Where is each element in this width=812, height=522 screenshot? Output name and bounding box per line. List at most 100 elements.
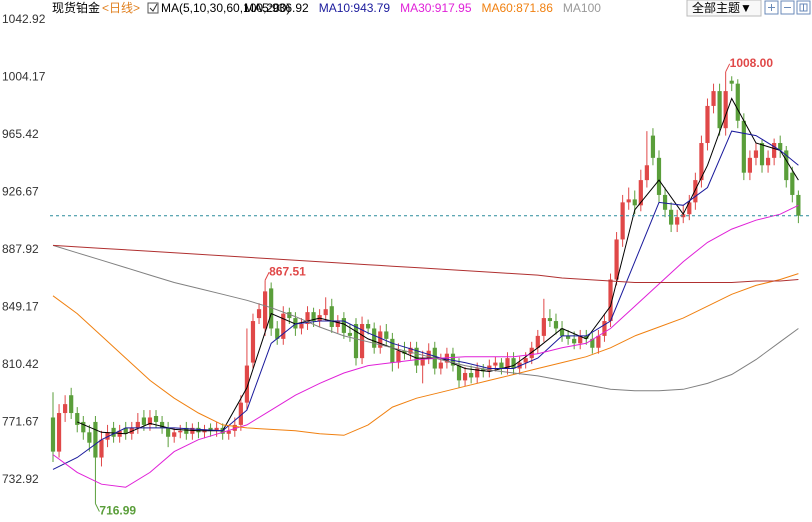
fullscreen-icon xyxy=(799,3,808,12)
period: <日线> xyxy=(102,1,140,15)
candle-body xyxy=(469,372,474,378)
candle-body xyxy=(178,430,183,433)
candle-body xyxy=(481,368,486,372)
zoom-in-icon xyxy=(768,4,775,11)
candle-body xyxy=(153,415,159,422)
candle-body xyxy=(578,335,583,344)
candle-body xyxy=(493,362,498,366)
indicator-icon[interactable] xyxy=(147,2,159,14)
candle-body xyxy=(50,417,56,452)
candle-body xyxy=(687,202,692,215)
candle-body xyxy=(250,321,256,363)
candle-body xyxy=(596,335,601,348)
candle-body xyxy=(638,180,643,206)
candle-body xyxy=(475,368,480,378)
candle-body xyxy=(166,427,171,437)
candle-body xyxy=(311,312,316,322)
legend-entry: MA5:936.92 xyxy=(244,1,309,15)
candle-body xyxy=(723,91,728,129)
candle-body xyxy=(656,157,662,195)
candle-body xyxy=(123,427,128,434)
candle-body xyxy=(705,105,710,144)
candle-body xyxy=(729,80,734,84)
theme-button[interactable] xyxy=(686,0,762,17)
candle-body xyxy=(305,312,310,325)
candle-body xyxy=(456,365,462,381)
y-tick-label: 810.42 xyxy=(2,357,39,371)
legend-entry: MA100 xyxy=(563,1,601,15)
candle-body xyxy=(141,417,146,425)
y-tick-label: 732.92 xyxy=(2,472,39,486)
candle-body xyxy=(226,430,231,434)
annotation-leader xyxy=(94,503,100,512)
candle-body xyxy=(699,143,704,181)
candle-body xyxy=(772,143,777,158)
candle-body xyxy=(626,199,631,203)
annotation-leader xyxy=(725,63,731,73)
candle-body xyxy=(378,331,383,348)
candle-body xyxy=(256,309,262,319)
header: 现货铂金 <日线> MA(5,10,30,60,100,200) 全部主题▼ xyxy=(52,0,811,17)
candle-body xyxy=(63,404,68,414)
title: 现货铂金 xyxy=(52,0,100,15)
candle-body xyxy=(335,321,340,327)
candle-body xyxy=(620,202,625,240)
candle-body xyxy=(396,350,401,363)
candle-body xyxy=(662,194,668,210)
candle-body xyxy=(93,421,98,458)
candle-body xyxy=(462,372,468,381)
candle-body xyxy=(111,427,116,437)
annotation: 867.51 xyxy=(269,264,306,278)
candle-body xyxy=(438,362,443,369)
candle-body xyxy=(208,427,213,431)
candle-body xyxy=(632,199,637,206)
candle-body xyxy=(559,328,565,336)
candle-body xyxy=(529,347,534,359)
annotation: 1008.00 xyxy=(730,56,774,70)
candle-body xyxy=(329,306,334,327)
indicator: MA(5,10,30,60,100,200) xyxy=(161,1,290,15)
ma-line xyxy=(52,244,799,283)
theme-button-label: 全部主题▼ xyxy=(692,0,752,15)
candle-body xyxy=(717,91,722,129)
candle-body xyxy=(608,279,613,322)
candle-body xyxy=(99,439,104,458)
candle-body xyxy=(214,427,219,431)
candle-body xyxy=(359,324,365,359)
candle-body xyxy=(323,309,328,316)
ma-line xyxy=(52,204,799,488)
candle-body xyxy=(650,135,656,158)
candle-body xyxy=(69,395,74,414)
candle-body xyxy=(790,172,795,195)
y-tick-label: 926.67 xyxy=(2,185,39,199)
annotation: 716.99 xyxy=(99,504,136,518)
candle-body xyxy=(184,427,189,434)
candle-body xyxy=(553,321,559,329)
candle-body xyxy=(535,335,540,348)
candle-body xyxy=(232,424,237,431)
candle-body xyxy=(450,353,456,366)
candle-body xyxy=(590,338,595,348)
candle-body xyxy=(341,318,346,333)
candle-body xyxy=(566,335,571,339)
candle-body xyxy=(159,421,165,428)
candle-body xyxy=(765,157,771,166)
candle-body xyxy=(293,318,298,329)
candle-body xyxy=(602,321,607,336)
candle-body xyxy=(275,328,280,339)
ma-line xyxy=(52,130,799,470)
indicator-check xyxy=(149,3,158,12)
y-tick-label: 1004.17 xyxy=(2,70,46,84)
y-tick-label: 887.92 xyxy=(2,242,39,256)
candle-body xyxy=(347,332,353,336)
candle-body xyxy=(669,209,674,225)
candle-body xyxy=(238,402,243,425)
candle-body xyxy=(547,318,553,322)
candle-body xyxy=(784,150,789,181)
candle-body xyxy=(681,214,686,218)
candle-body xyxy=(523,358,528,363)
legend-entry: MA30:917.95 xyxy=(400,1,472,15)
